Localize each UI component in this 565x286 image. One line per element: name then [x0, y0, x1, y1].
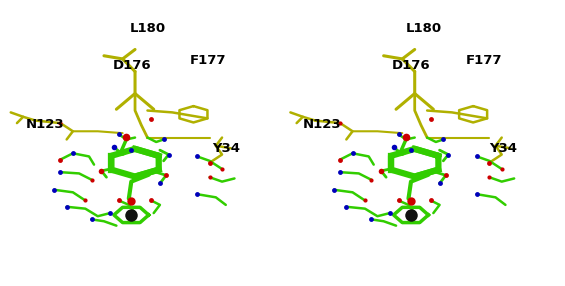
Text: L180: L180 [130, 22, 166, 35]
Text: Y34: Y34 [489, 142, 517, 155]
Text: D176: D176 [113, 59, 151, 72]
Text: N123: N123 [25, 118, 64, 131]
Text: L180: L180 [406, 22, 442, 35]
Text: F177: F177 [189, 53, 226, 67]
Text: N123: N123 [302, 118, 341, 131]
Text: F177: F177 [466, 53, 503, 67]
Text: D176: D176 [392, 59, 430, 72]
Text: Y34: Y34 [212, 142, 240, 155]
